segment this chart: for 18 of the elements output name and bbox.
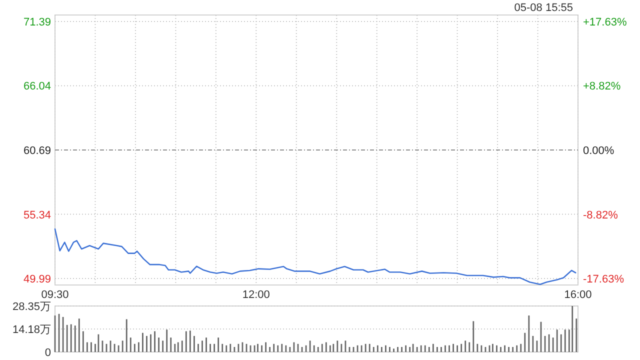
x-tick-label: 12:00 [242,289,270,301]
y-tick-label: 60.69 [23,145,51,157]
text: 05-08 15:55 [514,2,573,14]
y-tick-label: 28.35万 [12,301,51,313]
y-tick-label: 0 [44,347,51,359]
y2-tick-label: -17.63% [583,274,624,286]
y2-tick-label: 0.00% [583,145,614,157]
y-tick-label: 14.18万 [12,324,51,336]
x-tick-label: 16:00 [564,289,592,301]
line-series [54,228,576,286]
x-tick-label: 09:30 [41,289,69,301]
y-tick-label: 55.34 [23,209,51,222]
y2-tick-label: +8.82% [583,80,621,93]
y-tick-label: 49.99 [23,274,51,286]
y2-tick-label: -8.82% [583,209,618,222]
y-tick-label: 71.39 [23,16,51,28]
y2-tick-label: +17.63% [583,16,627,28]
y-tick-label: 66.04 [23,80,51,93]
